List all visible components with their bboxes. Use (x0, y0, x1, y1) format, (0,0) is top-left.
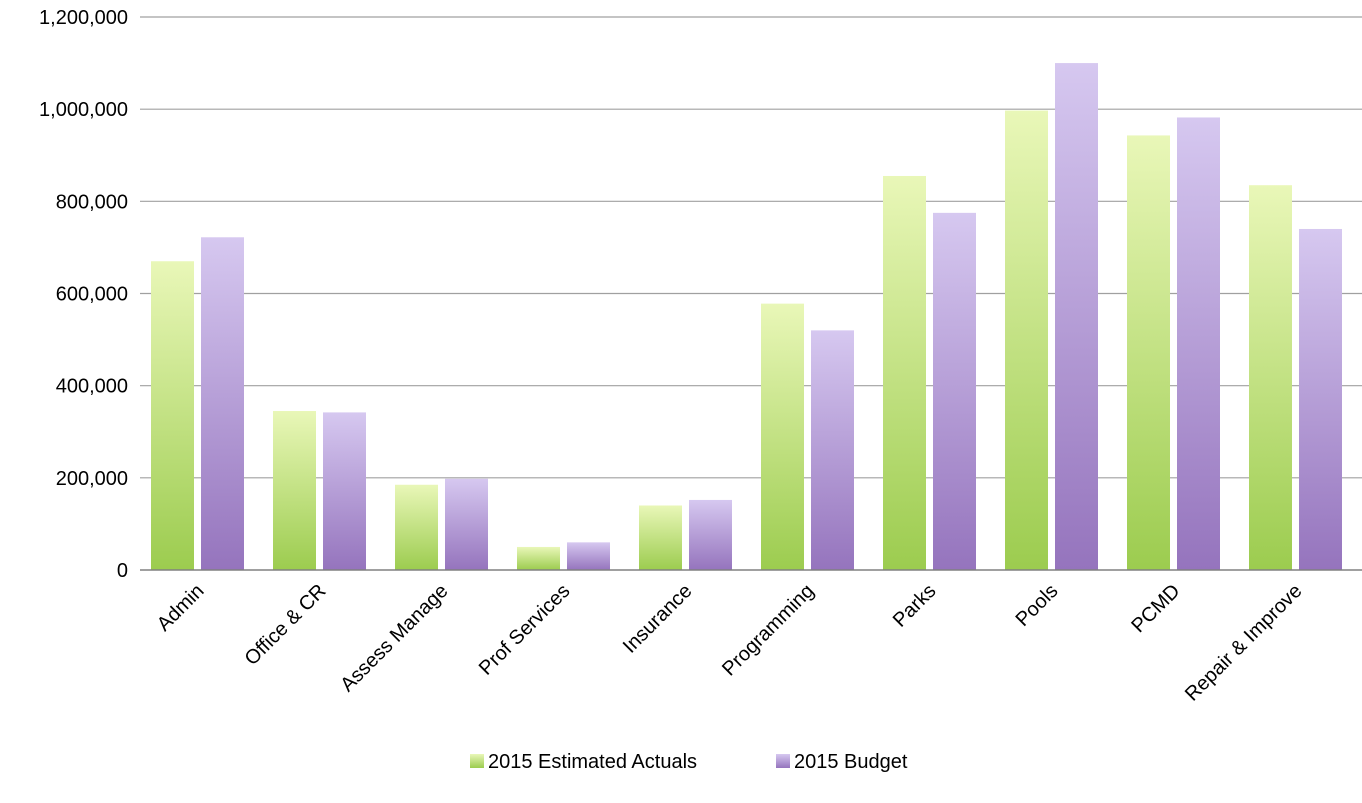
y-tick-label: 1,200,000 (39, 7, 128, 29)
bar-estimated-actuals (1005, 110, 1048, 570)
x-tick-label: Pools (1012, 580, 1063, 631)
y-tick-label: 200,000 (56, 468, 128, 490)
legend-swatch (776, 754, 790, 768)
bar-estimated-actuals (1127, 135, 1170, 570)
x-tick-label: Prof Services (475, 580, 575, 680)
legend-swatch (470, 754, 484, 768)
y-tick-label: 400,000 (56, 376, 128, 398)
x-tick-label: Programming (718, 580, 818, 680)
bar-estimated-actuals (761, 303, 804, 570)
y-tick-label: 1,000,000 (39, 99, 128, 121)
bar-budget (1055, 63, 1098, 570)
bar-budget (689, 499, 732, 570)
bar-budget (811, 330, 854, 570)
bar-estimated-actuals (883, 175, 926, 571)
legend: 2015 Estimated Actuals 2015 Budget (470, 751, 908, 773)
legend-label: 2015 Estimated Actuals (488, 751, 697, 773)
y-axis-tick-labels: 0 200,000 400,000 600,000 800,000 1,000,000 1,… (39, 7, 128, 582)
legend-label: 2015 Budget (794, 751, 908, 773)
bar-budget (201, 237, 244, 571)
bar-estimated-actuals (517, 546, 560, 570)
x-tick-label: Repair & Improve (1181, 580, 1307, 706)
y-tick-label: 600,000 (56, 284, 128, 306)
x-tick-label: Office & CR (241, 580, 331, 670)
y-tick-label: 0 (117, 560, 128, 582)
x-tick-label: Assess Manage (336, 580, 452, 696)
x-tick-label: Admin (153, 580, 209, 636)
bar-budget (567, 542, 610, 570)
bar-budget (445, 478, 488, 570)
bar-estimated-actuals (1249, 185, 1292, 570)
bar-estimated-actuals (639, 505, 682, 570)
x-axis-tick-labels: Admin Office & CR Assess Manage Prof Servic… (153, 580, 1307, 706)
bar-budget (933, 212, 976, 570)
y-tick-label: 800,000 (56, 191, 128, 213)
bar-budget (1299, 228, 1342, 570)
x-tick-label: Parks (889, 580, 941, 632)
bar-estimated-actuals (151, 261, 194, 570)
bars (151, 63, 1342, 571)
bar-budget (1177, 117, 1220, 570)
bar-estimated-actuals (273, 411, 316, 570)
x-tick-label: PCMD (1127, 580, 1184, 637)
x-tick-label: Insurance (619, 580, 697, 658)
bar-budget (323, 412, 366, 570)
bar-estimated-actuals (395, 484, 438, 570)
